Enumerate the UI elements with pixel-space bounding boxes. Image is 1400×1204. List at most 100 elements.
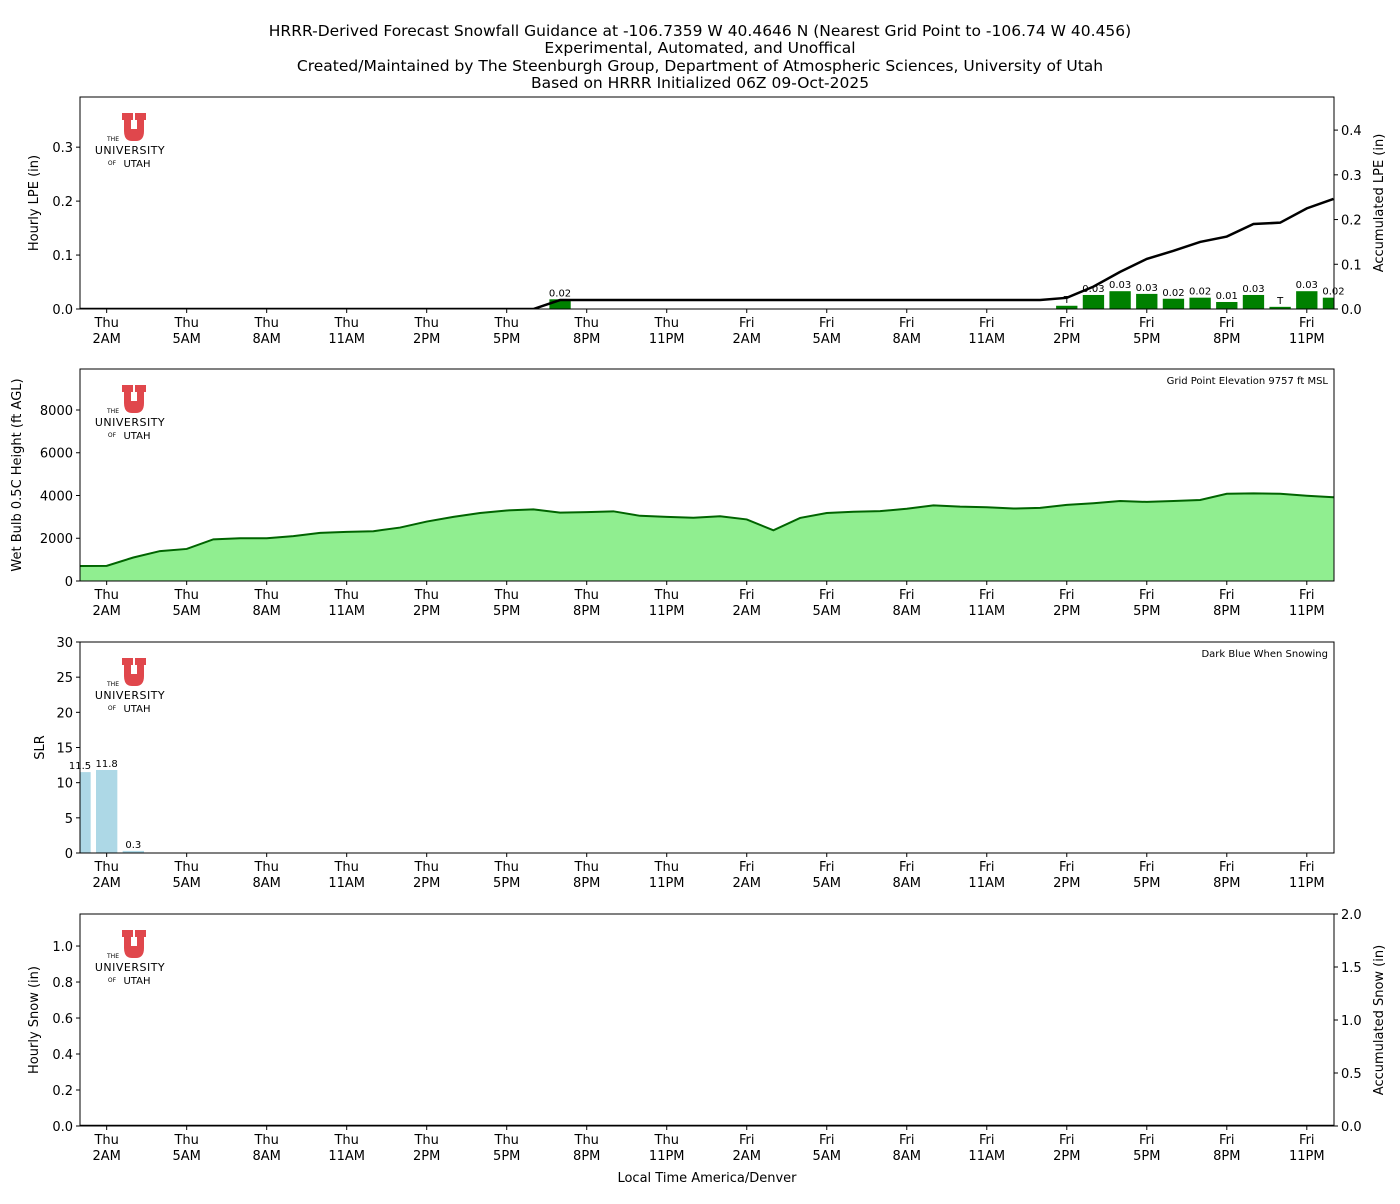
x-tick-label-time: 5PM [1133, 1149, 1160, 1164]
right-y-tick-label: 2.0 [1341, 908, 1362, 923]
bar-label: 0.02 [1189, 287, 1211, 298]
x-tick-label-day: Fri [1299, 860, 1315, 875]
x-tick-label-day: Thu [413, 588, 438, 603]
x-tick-label-time: 2PM [413, 604, 440, 619]
bar-label: 0.03 [1136, 283, 1158, 294]
y-axis-label: Hourly LPE (in) [27, 155, 42, 251]
x-tick-label-time: 5PM [493, 876, 520, 891]
x-tick-label-time: 11PM [649, 332, 685, 347]
x-tick-label-time: 8PM [573, 332, 600, 347]
x-tick-label-time: 5PM [493, 1149, 520, 1164]
logo-the: THE [106, 953, 119, 960]
logo-university: UNIVERSITY [95, 144, 165, 157]
y-axis-label: SLR [33, 735, 48, 760]
logo-university: UNIVERSITY [95, 689, 165, 702]
right-y-tick-label: 0.4 [1341, 124, 1362, 139]
x-tick-label-time: 8AM [252, 876, 280, 891]
bar-label: 0.03 [1109, 280, 1131, 291]
x-tick-label-time: 5AM [172, 604, 200, 619]
x-tick-label-day: Thu [574, 588, 599, 603]
x-tick-label-time: 8PM [573, 604, 600, 619]
bar-label: 0.03 [1242, 284, 1264, 295]
x-tick-label-day: Thu [574, 1133, 599, 1148]
x-tick-label-time: 8AM [252, 1149, 280, 1164]
bar [1056, 305, 1078, 309]
y-tick-label: 0.8 [52, 976, 73, 991]
x-tick-label-time: 2PM [413, 1149, 440, 1164]
x-tick-label-day: Thu [173, 316, 198, 331]
x-tick-label-day: Fri [819, 316, 835, 331]
bar [80, 772, 91, 853]
x-tick-label-time: 2AM [92, 332, 120, 347]
y-axis-label: Wet Bulb 0.5C Height (ft AGL) [10, 378, 25, 571]
x-tick-label-time: 2AM [733, 876, 761, 891]
bar-label: 0.3 [125, 840, 141, 851]
x-tick-label-time: 11PM [649, 876, 685, 891]
y-tick-label: 15 [56, 742, 73, 757]
x-tick-label-time: 11AM [328, 876, 365, 891]
x-tick-label-time: 5AM [813, 604, 841, 619]
y-tick-label: 30 [56, 636, 73, 651]
x-tick-label-day: Thu [413, 860, 438, 875]
right-y-tick-label: 0.5 [1341, 1067, 1362, 1082]
x-tick-label-day: Fri [819, 588, 835, 603]
block-u-icon [122, 930, 146, 958]
right-y-tick-label: 0.1 [1341, 258, 1362, 273]
x-tick-label-time: 5PM [1133, 604, 1160, 619]
x-tick-label-day: Thu [253, 588, 278, 603]
x-tick-label-time: 5AM [172, 1149, 200, 1164]
title-line-4: Based on HRRR Initialized 06Z 09-Oct-202… [531, 74, 869, 92]
x-tick-label-day: Fri [819, 1133, 835, 1148]
y-tick-label: 8000 [40, 404, 73, 419]
axes-frame [79, 913, 1335, 1127]
x-tick-label-time: 5AM [172, 332, 200, 347]
x-tick-label-time: 8AM [893, 332, 921, 347]
y-tick-label: 1.0 [52, 940, 73, 955]
x-tick-label-day: Fri [1219, 316, 1235, 331]
title-line-1: HRRR-Derived Forecast Snowfall Guidance … [269, 22, 1131, 40]
right-y-tick-label: 1.0 [1341, 1014, 1362, 1029]
x-tick-label-time: 8PM [573, 1149, 600, 1164]
x-tick-label-day: Thu [93, 1133, 118, 1148]
x-tick-label-day: Fri [1139, 316, 1155, 331]
x-tick-label-time: 2AM [92, 876, 120, 891]
x-tick-label-time: 5PM [1133, 332, 1160, 347]
x-tick-label-day: Fri [1059, 1133, 1075, 1148]
right-y-tick-label: 0.3 [1341, 169, 1362, 184]
x-tick-label-time: 2PM [1053, 604, 1080, 619]
x-tick-label-time: 2AM [733, 1149, 761, 1164]
x-tick-label-day: Thu [173, 588, 198, 603]
y-tick-label: 0.3 [52, 141, 73, 156]
block-u-icon [122, 113, 146, 141]
bar [1242, 294, 1265, 309]
bar-label: 0.01 [1216, 291, 1238, 302]
x-tick-label-day: Fri [979, 860, 995, 875]
x-tick-label-day: Fri [1219, 1133, 1235, 1148]
x-tick-label-day: Fri [1299, 1133, 1315, 1148]
right-y-tick-label: 0.0 [1341, 1120, 1362, 1135]
y-tick-label: 0.6 [52, 1012, 73, 1027]
y-tick-label: 20 [56, 706, 73, 721]
x-tick-label-time: 2PM [1053, 1149, 1080, 1164]
bar-label: 0.03 [1082, 284, 1104, 295]
logo-of: OF [108, 160, 117, 167]
bar-label: 0.02 [1322, 287, 1344, 298]
x-tick-label-day: Fri [1299, 316, 1315, 331]
x-tick-label-day: Fri [899, 316, 915, 331]
x-tick-label-day: Fri [1139, 860, 1155, 875]
x-tick-label-day: Fri [819, 860, 835, 875]
x-tick-label-day: Fri [979, 1133, 995, 1148]
bar [1136, 293, 1158, 309]
right-y-tick-label: 0.0 [1341, 303, 1362, 318]
x-tick-label-time: 8PM [1213, 332, 1240, 347]
bar-label: 0.02 [549, 288, 571, 299]
x-tick-label-day: Thu [253, 316, 278, 331]
bar [96, 770, 118, 853]
x-tick-label-day: Thu [93, 588, 118, 603]
x-tick-label-day: Thu [574, 860, 599, 875]
